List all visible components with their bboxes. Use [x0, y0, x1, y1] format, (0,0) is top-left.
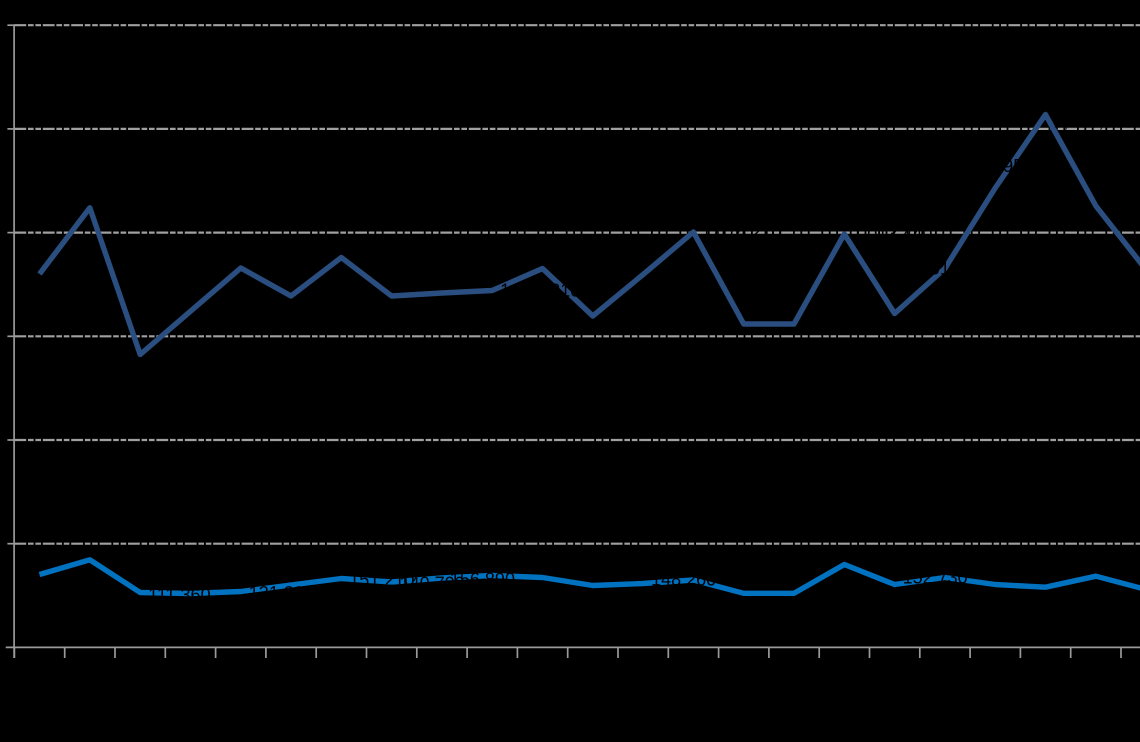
- svg-text:1,013,440: 1,013,440: [852, 224, 932, 244]
- svg-text:1,001,830: 1,001,830: [905, 258, 985, 278]
- svg-text:152,730: 152,730: [903, 568, 968, 588]
- svg-text:131,280: 131,280: [249, 583, 314, 603]
- svg-text:156,890: 156,890: [450, 570, 515, 590]
- svg-text:955,838: 955,838: [1003, 156, 1068, 176]
- svg-text:1,014,210: 1,014,210: [701, 222, 781, 242]
- svg-text:151,210: 151,210: [349, 570, 414, 590]
- svg-text:140,700: 140,700: [400, 574, 465, 594]
- svg-text:1,007,210: 1,007,210: [500, 281, 580, 301]
- svg-text:1,356,800: 1,356,800: [1053, 112, 1133, 132]
- svg-text:111,360: 111,360: [148, 585, 210, 605]
- svg-text:148,260: 148,260: [651, 570, 716, 590]
